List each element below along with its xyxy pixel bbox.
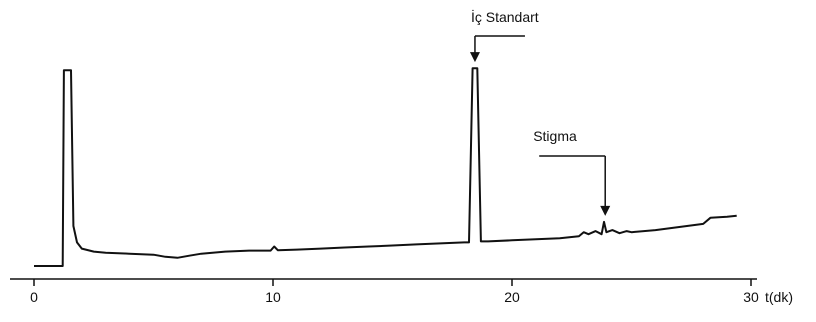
annotation-arrow-head	[469, 52, 480, 63]
x-tick-label-0: 0	[30, 289, 38, 305]
x-ticks: 0 10 20 30	[30, 279, 759, 305]
annotation-arrow-head	[600, 205, 611, 216]
x-axis-label: t(dk)	[765, 289, 793, 305]
x-tick-label-30: 30	[743, 289, 759, 305]
annotations: İç Standart Stigma	[469, 8, 611, 216]
annotation-label: Stigma	[533, 128, 577, 144]
annotation-internal-standard: İç Standart	[469, 8, 539, 63]
annotation-label: İç Standart	[471, 8, 539, 25]
series-line	[34, 67, 737, 267]
x-tick-label-20: 20	[504, 289, 520, 305]
x-tick-label-10: 10	[265, 289, 281, 305]
annotation-stigma: Stigma	[533, 128, 611, 216]
